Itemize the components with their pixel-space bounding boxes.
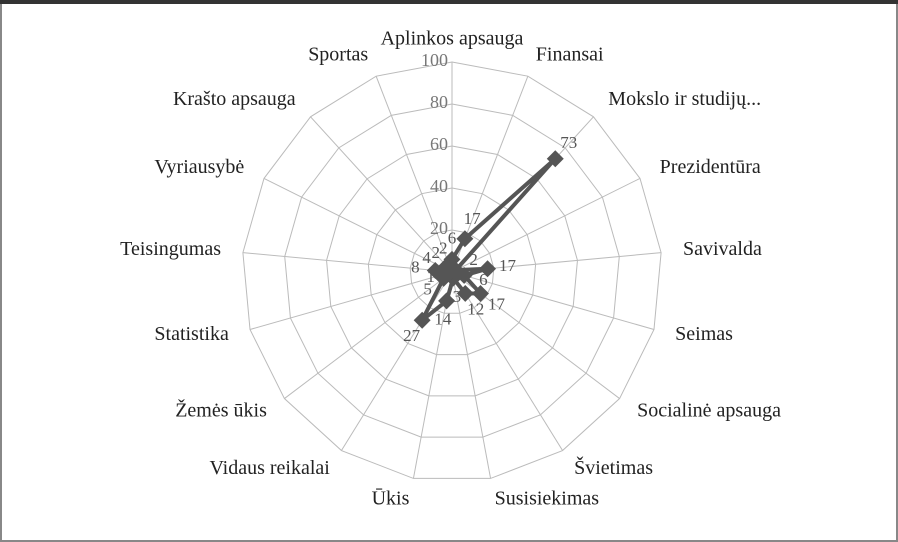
value-label: 1: [426, 267, 435, 286]
grid-ring: [242, 61, 662, 479]
value-label: 5: [423, 279, 432, 298]
category-label: Švietimas: [574, 455, 653, 479]
category-label: Vidaus reikalai: [209, 457, 330, 479]
spoke: [242, 252, 453, 273]
grid-ring: [409, 229, 495, 314]
category-label: Statistika: [154, 323, 229, 345]
spoke: [451, 177, 641, 273]
marker: [472, 285, 489, 302]
spoke: [249, 271, 453, 330]
marker: [456, 284, 474, 302]
value-label: 17: [488, 294, 506, 313]
value-label: 27: [403, 326, 421, 345]
category-label: Susisiekimas: [495, 488, 600, 510]
value-label: 2: [439, 238, 448, 257]
marker: [413, 311, 431, 329]
grid-ring: [326, 145, 578, 397]
category-label: Aplinkos apsauga: [381, 28, 524, 50]
value-label: 2: [431, 243, 440, 262]
spoke: [451, 271, 563, 451]
value-label: 73: [560, 133, 577, 152]
value-label: 6: [448, 228, 457, 247]
value-label: 6: [479, 270, 488, 289]
marker: [479, 260, 497, 278]
category-label: Sportas: [308, 43, 368, 65]
value-label: 17: [464, 209, 482, 228]
category-label: Žemės ūkis: [175, 398, 267, 421]
tick-label: 20: [430, 218, 448, 238]
tick-label: 40: [430, 176, 448, 196]
marker: [456, 230, 474, 248]
category-label: Savivalda: [683, 238, 762, 260]
value-label: 14: [434, 309, 452, 328]
tick-label: 80: [430, 92, 448, 112]
value-label: 8: [411, 258, 420, 277]
marker: [438, 292, 456, 310]
category-label: Socialinė apsauga: [637, 399, 781, 421]
category-label: Finansai: [536, 43, 604, 65]
category-label: Vyriausybė: [154, 156, 244, 178]
category-label: Krašto apsauga: [173, 88, 296, 110]
category-label: Prezidentūra: [660, 156, 761, 178]
tick-label: 60: [430, 134, 448, 154]
spoke: [451, 271, 655, 330]
grid-ring: [367, 187, 537, 356]
category-label: Mokslo ir studijų...: [608, 88, 761, 110]
category-label: Seimas: [675, 323, 733, 345]
value-label: 12: [467, 299, 484, 318]
marker: [546, 150, 564, 168]
value-label: 2: [469, 250, 478, 269]
category-label: Ūkis: [372, 488, 410, 510]
category-label: Teisingumas: [120, 238, 221, 260]
value-label: 4: [422, 248, 431, 267]
grid-ring: [284, 103, 620, 438]
value-label: 17: [499, 256, 517, 275]
spoke: [310, 116, 453, 273]
spoke: [451, 271, 492, 479]
spoke: [284, 271, 453, 399]
spoke: [375, 76, 453, 273]
spoke: [263, 177, 453, 273]
value-label: 3: [453, 287, 462, 306]
tick-label: 100: [421, 50, 448, 70]
marker: [441, 259, 459, 277]
